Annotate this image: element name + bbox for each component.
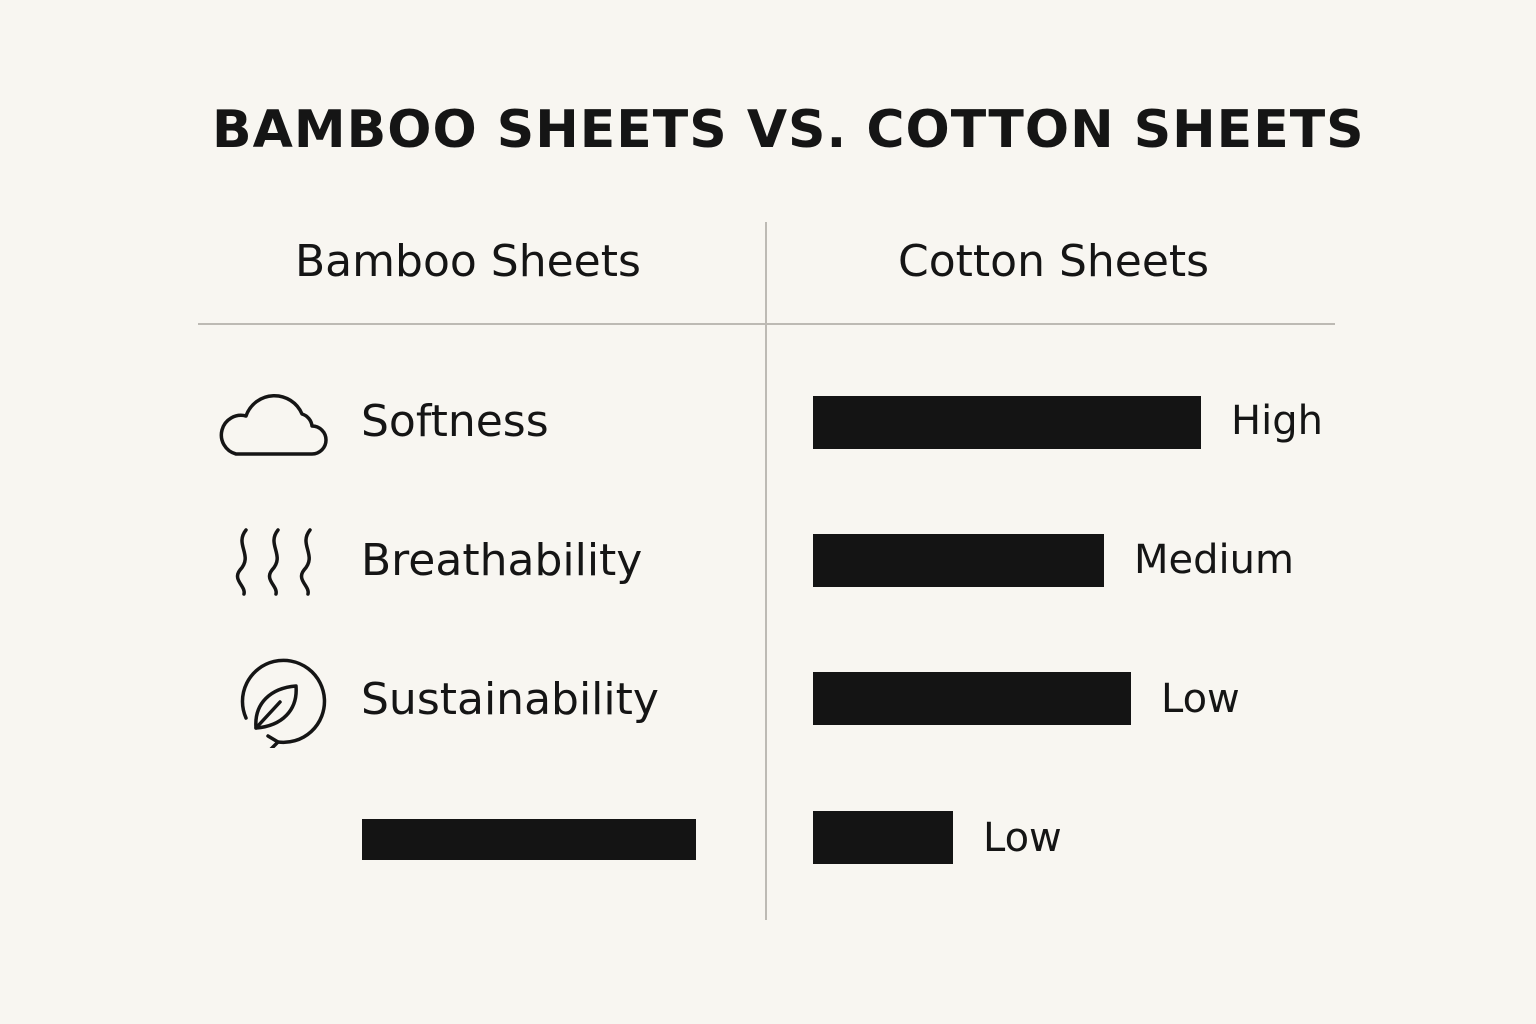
cotton-bar-breathability bbox=[813, 534, 1104, 587]
column-header-bamboo: Bamboo Sheets bbox=[295, 236, 641, 287]
row-label-sustainability: Sustainability bbox=[361, 674, 659, 725]
row-label-softness: Softness bbox=[361, 396, 549, 447]
row-label-breathability: Breathability bbox=[361, 535, 643, 586]
cotton-bar-sustainability bbox=[813, 672, 1131, 725]
cotton-level-softness: High bbox=[1231, 398, 1323, 444]
cotton-level-breathability: Medium bbox=[1134, 537, 1294, 583]
cotton-level-row4: Low bbox=[983, 815, 1062, 861]
cotton-bar-row4 bbox=[813, 811, 953, 864]
page-title: BAMBOO SHEETS VS. COTTON SHEETS bbox=[212, 100, 1365, 160]
cloud-icon bbox=[219, 393, 328, 456]
column-header-cotton: Cotton Sheets bbox=[898, 236, 1210, 287]
heat-waves-icon bbox=[235, 528, 312, 596]
cotton-level-sustainability: Low bbox=[1161, 676, 1240, 722]
leaf-recycle-icon bbox=[240, 658, 327, 748]
column-divider bbox=[765, 222, 767, 920]
cotton-bar-softness bbox=[813, 396, 1201, 449]
bamboo-bar-row4 bbox=[362, 819, 696, 860]
